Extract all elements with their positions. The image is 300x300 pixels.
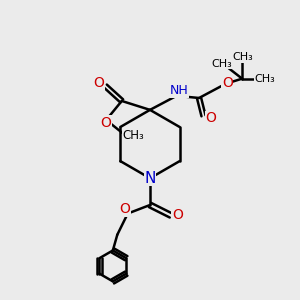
Text: O: O [93,76,104,90]
Text: NH: NH [169,84,188,97]
Text: O: O [100,116,111,130]
Text: O: O [119,202,130,216]
Text: CH₃: CH₃ [232,52,253,62]
Text: CH₃: CH₃ [212,59,232,69]
Text: O: O [222,76,233,89]
Text: N: N [144,171,156,186]
Text: CH₃: CH₃ [255,74,275,84]
Text: O: O [172,208,183,222]
Text: CH₃: CH₃ [123,129,145,142]
Text: O: O [206,111,216,125]
